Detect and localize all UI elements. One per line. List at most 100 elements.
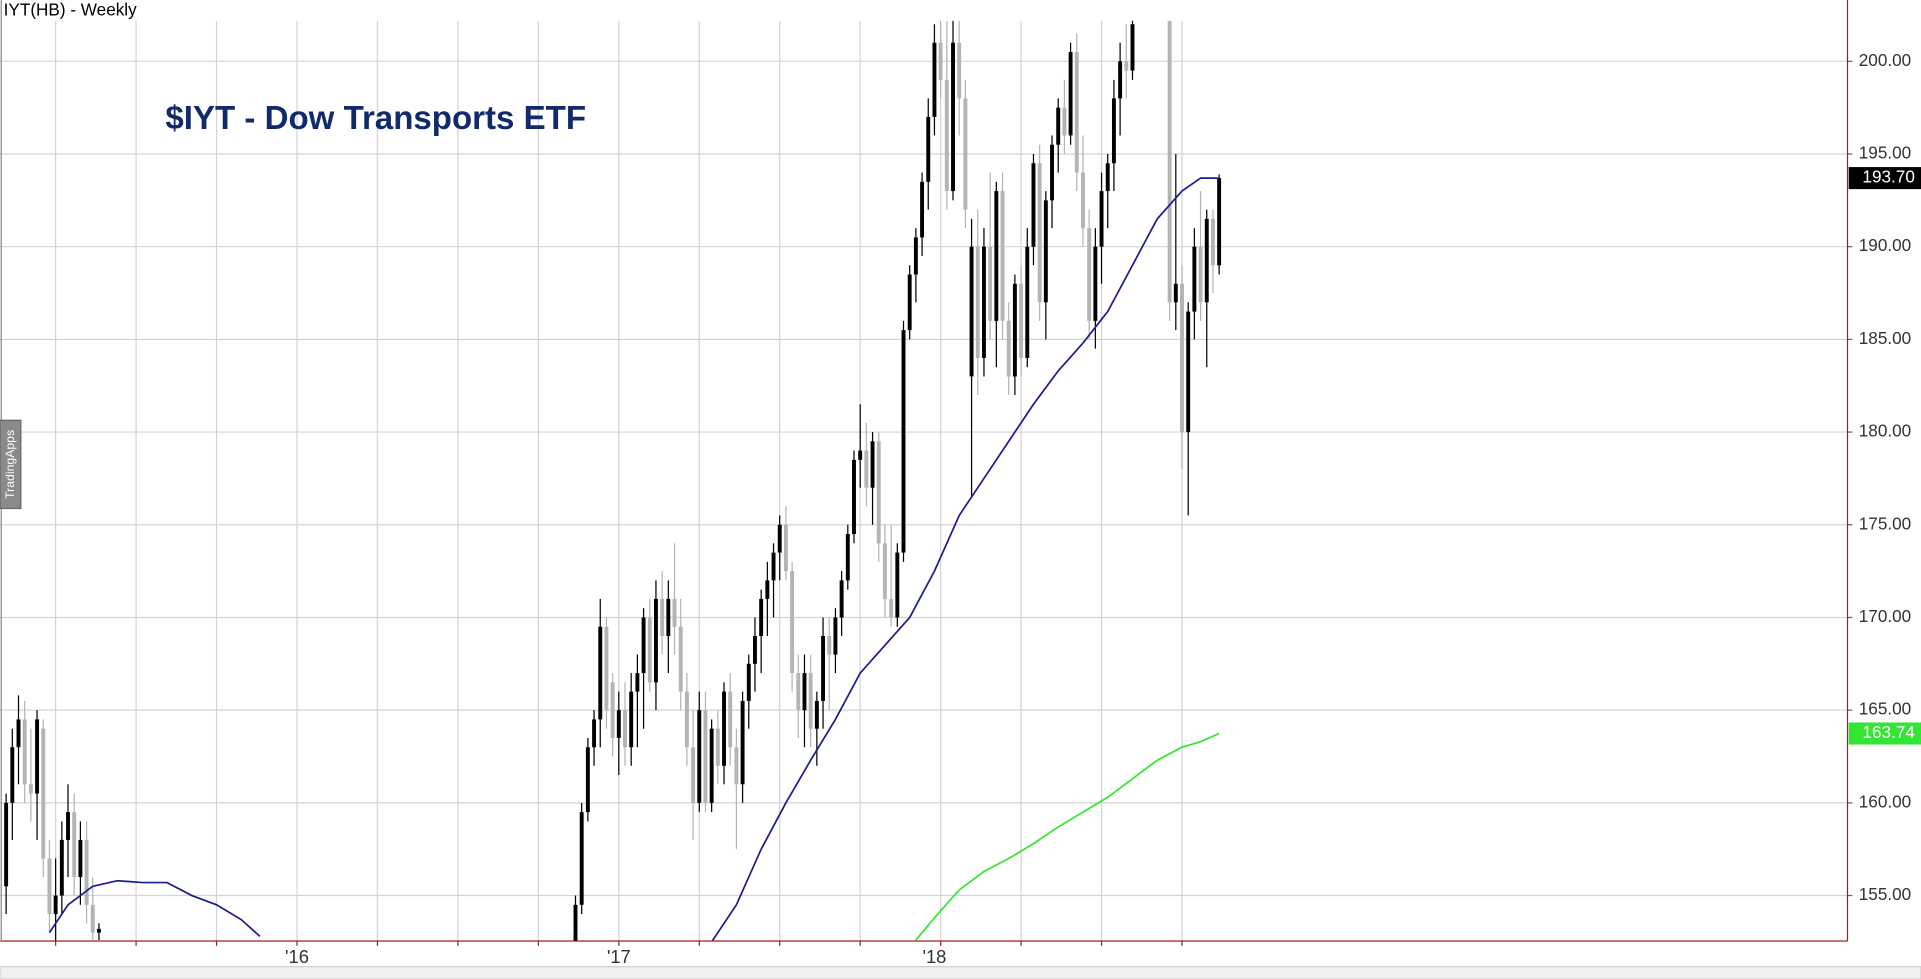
candle-body	[53, 895, 58, 915]
candle-body	[4, 802, 9, 887]
candle-body	[35, 719, 40, 794]
candle-body	[573, 904, 578, 941]
candle-body	[882, 543, 887, 599]
candle-body	[938, 42, 943, 80]
candle-body	[1118, 61, 1123, 99]
moving-average-line	[48, 177, 1220, 941]
price-label: 163.74	[1862, 722, 1915, 742]
candle-body	[629, 691, 634, 748]
candle-body	[913, 237, 918, 275]
candle-body	[957, 42, 962, 99]
candle-body	[889, 598, 894, 618]
candle-body	[1111, 98, 1116, 164]
x-tick-label: '18	[922, 946, 946, 967]
candle-body	[604, 626, 609, 711]
candle-body	[1198, 246, 1203, 303]
candle-body	[96, 928, 101, 933]
candle-body	[1025, 246, 1030, 358]
candle-body	[783, 524, 788, 572]
candle-body	[660, 598, 665, 636]
candle-body	[647, 617, 652, 683]
x-tick-label: '16	[285, 946, 309, 967]
candle-body	[1043, 200, 1048, 303]
candle-body	[1068, 52, 1073, 136]
candle-body	[16, 719, 21, 748]
candle-body	[808, 673, 813, 729]
candle-body	[66, 812, 70, 840]
candle-body	[944, 79, 949, 192]
candle-body	[28, 784, 33, 794]
candle-body	[994, 191, 999, 321]
y-tick-label: 175.00	[1859, 513, 1911, 533]
candle-body	[1031, 163, 1036, 247]
candle-body	[765, 580, 770, 599]
candle-body	[771, 552, 776, 581]
candle-body	[759, 598, 764, 636]
grid	[0, 20, 1848, 941]
candle-body	[1006, 320, 1011, 377]
moving-average-line	[915, 732, 1220, 941]
y-tick-label: 195.00	[1859, 143, 1911, 163]
candle-body	[734, 747, 739, 785]
plot-area	[4, 20, 1222, 941]
candle-body	[988, 246, 993, 321]
candle-body	[1087, 228, 1092, 321]
side-tab-label[interactable]: TradingApps	[3, 430, 17, 499]
candle-body	[1074, 52, 1079, 173]
candle-body	[1105, 163, 1110, 192]
candle-body	[833, 617, 838, 655]
candle-body	[1012, 283, 1017, 377]
candle-body	[839, 580, 844, 618]
candle-body	[1180, 283, 1184, 433]
candle-body	[1099, 191, 1104, 247]
y-tick-label: 155.00	[1859, 884, 1911, 904]
candle-body	[963, 98, 968, 210]
candle-body	[59, 839, 64, 896]
candle-body	[753, 635, 757, 664]
candle-body	[858, 450, 863, 460]
candle-body	[84, 839, 89, 905]
candle-body	[901, 330, 906, 553]
candle-body	[802, 673, 807, 711]
candle-body	[827, 635, 832, 655]
candle-body	[1130, 24, 1135, 71]
candle-body	[926, 116, 931, 182]
candle-body	[598, 626, 603, 720]
candle-body	[709, 728, 714, 803]
candle-body	[678, 626, 683, 692]
last-price-box	[1848, 167, 1921, 190]
candle-body	[864, 450, 869, 488]
candle-body	[1056, 107, 1061, 145]
candle-body	[1050, 144, 1054, 201]
scrollbar[interactable]	[0, 966, 1921, 979]
candle-body	[703, 710, 708, 803]
candle-body	[740, 700, 745, 785]
candle-body	[1124, 61, 1129, 71]
candle-body	[1037, 163, 1042, 303]
candle-body	[1019, 283, 1024, 358]
candle-body	[672, 598, 677, 627]
candle-body	[78, 839, 83, 878]
candle-body	[852, 459, 856, 535]
symbol-label: IYT(HB) - Weekly	[4, 0, 137, 20]
x-tick-label: '17	[607, 946, 631, 967]
y-tick-label: 180.00	[1859, 421, 1911, 441]
candle-body	[1217, 178, 1222, 266]
candle-body	[876, 441, 881, 544]
candle-body	[1081, 172, 1085, 229]
candle-body	[610, 682, 615, 738]
candle-body	[666, 598, 671, 636]
candle-body	[920, 181, 925, 238]
y-tick-label: 165.00	[1859, 699, 1911, 719]
price-label-box	[1848, 722, 1921, 745]
candle-body	[975, 246, 980, 358]
candle-body	[616, 710, 621, 738]
candle-body	[10, 747, 15, 803]
candle-body	[951, 42, 955, 192]
candle-body	[47, 858, 52, 915]
side-tab[interactable]	[0, 419, 22, 510]
chart-title: $IYT - Dow Transports ETF	[165, 100, 586, 137]
candle-body	[653, 598, 658, 683]
candle-body	[796, 673, 801, 711]
